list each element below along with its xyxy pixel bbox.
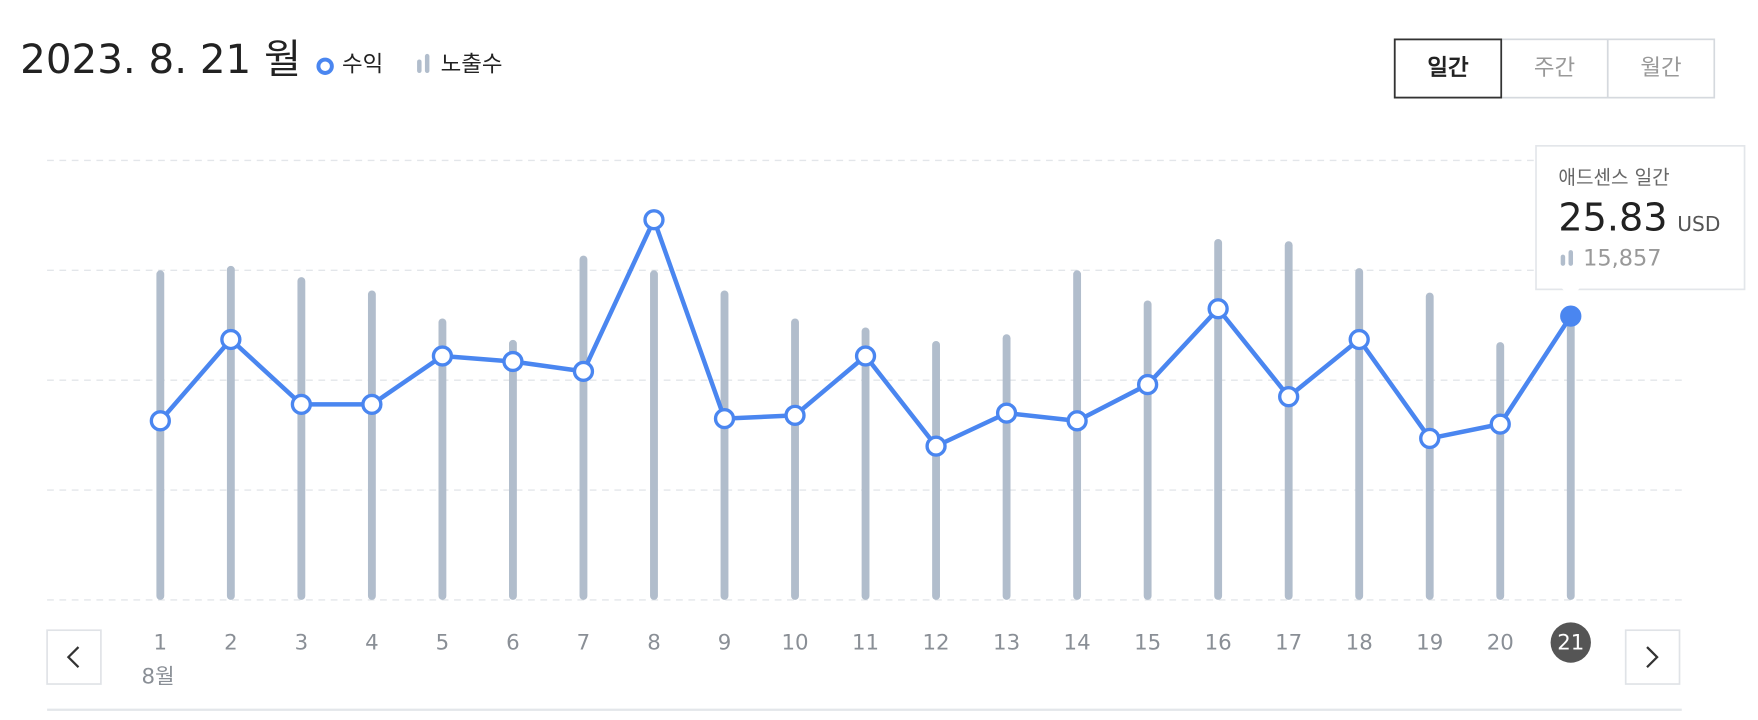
revenue-point: [1419, 427, 1441, 450]
tooltip-value: 25.83: [1558, 195, 1667, 239]
impression-bar: [650, 270, 658, 600]
x-tick-label: 2: [224, 631, 238, 656]
tab-label[interactable]: 일간: [1427, 55, 1469, 81]
tooltip-pointer: [1561, 288, 1580, 299]
impression-bar: [226, 265, 235, 600]
revenue-point: [361, 393, 383, 416]
next-arrow: [1646, 646, 1659, 668]
impression-bar: [438, 318, 447, 600]
prev-button-box[interactable]: [46, 629, 102, 685]
impression-bar: [932, 340, 940, 600]
impression-bar: [1355, 268, 1364, 600]
revenue-point: [431, 345, 454, 367]
tooltip-unit: USD: [1677, 212, 1720, 236]
impression-bar: [579, 255, 588, 600]
tab-button[interactable]: [1500, 38, 1609, 99]
impression-bar: [1002, 334, 1011, 600]
x-tick-label: 19: [1416, 631, 1443, 656]
x-tick-label: 12: [923, 631, 950, 656]
x-tick-label: 20: [1487, 631, 1514, 656]
revenue-point: [1066, 410, 1088, 432]
revenue-point: [572, 360, 595, 383]
revenue-point: [149, 410, 171, 432]
legend-label: 수익: [342, 52, 383, 78]
next-button-box[interactable]: [1624, 629, 1681, 685]
revenue-point: [1489, 413, 1511, 435]
x-tick-label: 11: [852, 631, 879, 656]
revenue-point: [1207, 298, 1229, 320]
x-tick-label: 4: [365, 631, 379, 656]
tab-label[interactable]: 월간: [1640, 55, 1681, 81]
x-tick-label: 15: [1134, 631, 1161, 656]
revenue-point: [220, 328, 242, 351]
x-tick-label: 9: [718, 631, 732, 656]
impression-bar: [367, 290, 376, 600]
x-tick-label: 3: [295, 631, 309, 656]
impression-bar: [720, 290, 729, 600]
legend-label: 노출수: [441, 52, 503, 78]
revenue-point: [925, 435, 947, 457]
x-tick-label: 5: [436, 631, 450, 656]
x-tick-label: 10: [781, 631, 808, 656]
x-tick-label: 13: [993, 631, 1020, 656]
x-tick-label: 1: [154, 631, 168, 656]
revenue-point: [1136, 373, 1159, 396]
impression-bar: [1143, 300, 1152, 600]
plot: 1 2 3 4 5 6 7 8 9 10 11 12 13 14 15 16 17 18 19 20 21: [47, 159, 1682, 663]
x-tick-label: 16: [1205, 631, 1232, 656]
tooltip-bar-icon: [1560, 254, 1566, 266]
tab-active-border: [1393, 38, 1503, 99]
revenue-point: [854, 345, 877, 367]
revenue-point: [1560, 305, 1582, 327]
revenue-point: [784, 404, 806, 426]
impression-bar: [1496, 342, 1505, 600]
legend-bar-icon: [424, 53, 430, 73]
revenue-point: [995, 402, 1018, 424]
prev-arrow: [66, 646, 80, 668]
legend-bar-icon: [417, 59, 422, 73]
tab-label[interactable]: 주간: [1534, 55, 1575, 81]
x-tick-label: 6: [506, 631, 520, 656]
selected-day-badge: [1550, 622, 1591, 663]
impression-bar: [791, 318, 799, 600]
revenue-point: [643, 209, 665, 231]
revenue-point: [502, 350, 524, 373]
tooltip-impressions: 15,857: [1583, 246, 1661, 272]
tooltip: 애드센스 일간 25.83 USD 15,857: [1535, 145, 1746, 299]
x-tick-label: 14: [1064, 631, 1091, 656]
x-tick-label: 17: [1275, 631, 1302, 656]
legend-line-icon: [316, 57, 334, 75]
impression-bar: [1284, 241, 1293, 600]
revenue-point: [713, 407, 736, 430]
date-title: 2023. 8. 21 월: [20, 36, 301, 83]
impression-bar: [156, 270, 165, 600]
month-label: 8월: [142, 664, 175, 689]
impression-bar: [1073, 270, 1082, 600]
x-tick-label: 7: [577, 631, 591, 656]
tab-button[interactable]: [1393, 38, 1503, 99]
next-button[interactable]: [1624, 629, 1681, 685]
impression-bar: [297, 277, 306, 600]
impression-bar: [509, 339, 517, 600]
tooltip-bar-icon: [1568, 250, 1574, 266]
revenue-point: [1348, 328, 1370, 351]
x-tick-label: 8: [647, 631, 661, 656]
x-tick-label: 21: [1557, 631, 1584, 656]
impression-bar: [861, 327, 870, 600]
impression-bar: [1566, 309, 1575, 600]
prev-button[interactable]: [46, 629, 102, 685]
tab-button[interactable]: [1606, 38, 1716, 99]
revenue-point: [290, 393, 313, 416]
tab-group: 일간 주간 월간: [1393, 38, 1716, 99]
impression-bar: [1214, 238, 1223, 600]
revenue-point: [1278, 386, 1300, 408]
x-tick-label: 18: [1346, 631, 1373, 656]
tooltip-title: 애드센스 일간: [1558, 167, 1669, 189]
